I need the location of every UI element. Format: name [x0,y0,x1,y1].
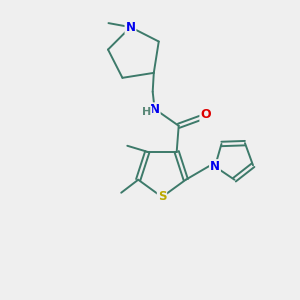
Text: H: H [142,107,151,117]
Text: O: O [200,108,211,121]
Text: N: N [125,21,136,34]
Text: N: N [210,160,220,173]
Text: S: S [158,190,166,203]
Text: N: N [150,103,160,116]
